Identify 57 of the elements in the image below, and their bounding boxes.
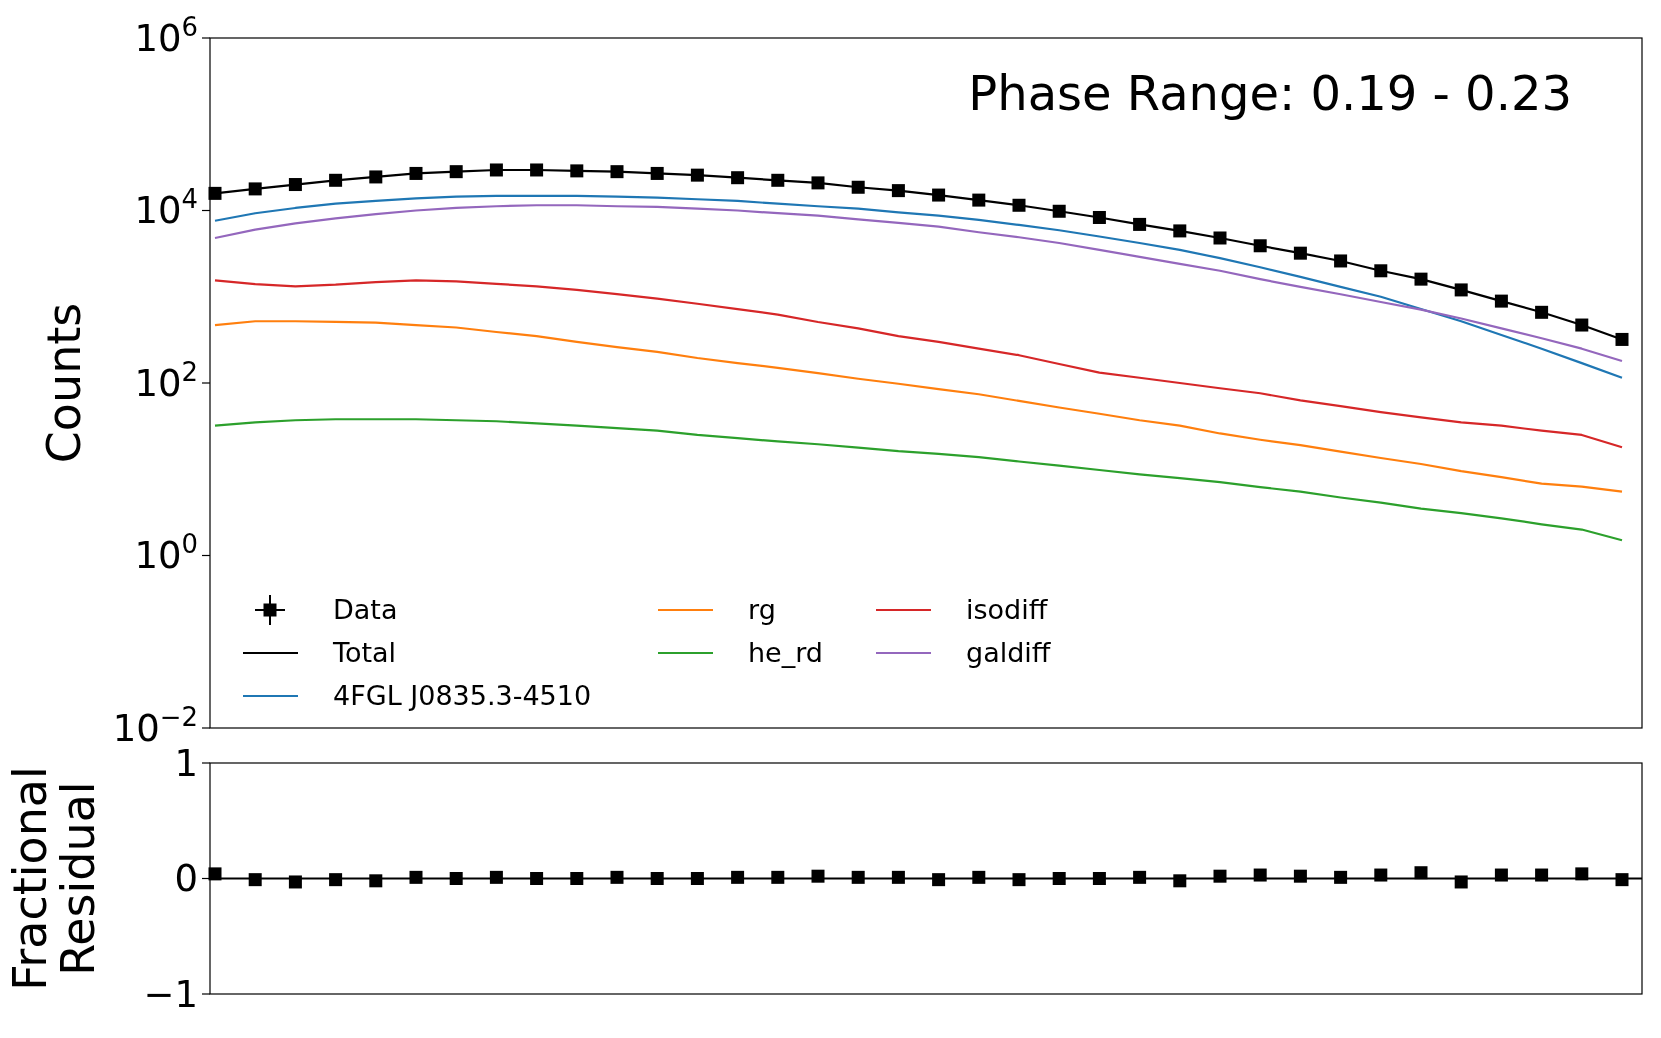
- point: [530, 872, 544, 885]
- point: [731, 870, 745, 884]
- line-series: [213, 279, 1624, 449]
- point: [650, 872, 664, 885]
- point: [1092, 872, 1106, 885]
- point: [369, 874, 383, 888]
- point: [1012, 873, 1026, 887]
- point: [932, 873, 946, 887]
- point: [1374, 868, 1388, 882]
- point: [1173, 874, 1187, 888]
- point: [208, 867, 222, 881]
- point: [489, 870, 503, 884]
- point: [1535, 868, 1549, 882]
- legend-label: 4FGL J0835.3-4510: [333, 680, 592, 712]
- point: [1253, 868, 1267, 882]
- point: [208, 186, 222, 200]
- legend-label: Data: [333, 594, 398, 626]
- point: [1334, 870, 1348, 884]
- y-tick-label: 10$^{6}$: [134, 11, 198, 60]
- legend-label: Total: [332, 637, 397, 669]
- point: [329, 873, 343, 887]
- point: [570, 872, 584, 885]
- legend-label: rg: [748, 594, 776, 626]
- point: [771, 870, 785, 884]
- y-tick-label: 10$^{2}$: [134, 356, 198, 405]
- point: [1133, 870, 1147, 884]
- y-axis-title: Fractional Residual: [3, 766, 105, 991]
- point: [891, 870, 905, 884]
- point: [851, 870, 865, 884]
- point: [248, 873, 262, 887]
- point: [409, 870, 423, 884]
- y-tick-label: 0: [174, 857, 198, 901]
- annotation: Phase Range: 0.19 - 0.23: [968, 65, 1572, 121]
- point: [811, 869, 825, 883]
- point: [449, 872, 463, 885]
- y-axis-title: Counts: [37, 302, 91, 464]
- point: [1052, 872, 1066, 885]
- point: [1615, 332, 1629, 346]
- line-series: [213, 320, 1624, 493]
- point: [690, 872, 704, 885]
- point: [1414, 866, 1428, 880]
- legend-label: galdiff: [966, 637, 1052, 669]
- legend-label: he_rd: [748, 637, 823, 669]
- point: [1454, 875, 1468, 889]
- point: [1494, 868, 1508, 882]
- point: [610, 870, 624, 884]
- line-series: [213, 418, 1624, 542]
- point: [288, 875, 302, 889]
- point: [1615, 873, 1629, 887]
- y-tick-label: 10$^{0}$: [134, 529, 198, 578]
- y-tick-label: 10$^{4}$: [134, 184, 198, 233]
- point: [972, 870, 986, 884]
- point: [1575, 867, 1589, 881]
- y-tick-label: −1: [143, 972, 198, 1016]
- point: [1213, 869, 1227, 883]
- legend-label: isodiff: [966, 594, 1049, 626]
- point: [1293, 869, 1307, 883]
